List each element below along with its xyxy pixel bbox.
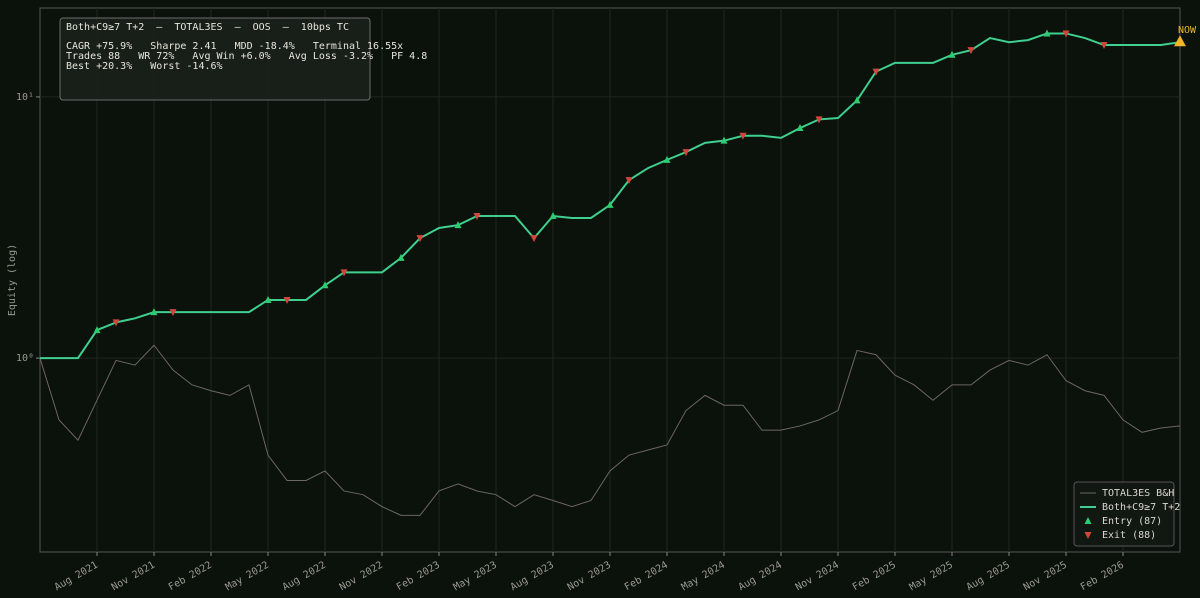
trade-marker <box>606 200 614 208</box>
x-tick-label: Nov 2025 <box>1022 560 1069 594</box>
y-tick-label: 10⁰ <box>16 353 34 364</box>
y-tick-label: 10¹ <box>16 92 34 103</box>
x-tick-label: Aug 2024 <box>737 560 784 594</box>
trade-marker <box>682 149 690 157</box>
trade-marker <box>283 296 291 304</box>
trade-marker <box>264 295 272 303</box>
trade-marker <box>739 132 747 140</box>
x-tick-label: Nov 2022 <box>338 560 385 594</box>
x-tick-label: Aug 2021 <box>53 560 100 594</box>
trade-marker <box>150 308 158 316</box>
trade-marker <box>93 326 101 334</box>
trade-marker <box>1043 29 1051 37</box>
legend-swatch <box>1084 532 1092 539</box>
trade-marker <box>796 124 804 132</box>
x-tick-label: May 2024 <box>680 560 727 594</box>
x-tick-label: Feb 2026 <box>1079 560 1126 594</box>
info-line: Both+C9≥7 T+2 — TOTAL3ES — OOS — 10bps T… <box>66 22 349 33</box>
info-box: Both+C9≥7 T+2 — TOTAL3ES — OOS — 10bps T… <box>59 17 427 101</box>
trade-marker <box>720 136 728 144</box>
now-marker <box>1174 35 1186 47</box>
x-tick-label: Feb 2023 <box>395 560 442 594</box>
x-tick-label: May 2022 <box>224 560 271 594</box>
info-line: CAGR +75.9% Sharpe 2.41 MDD -18.4% Termi… <box>66 41 403 52</box>
trade-marker <box>321 281 329 289</box>
x-tick-label: Nov 2023 <box>566 560 613 594</box>
trade-marker <box>625 177 633 185</box>
trade-marker <box>872 68 880 76</box>
legend-swatch <box>1084 517 1092 524</box>
x-tick-label: May 2023 <box>452 560 499 594</box>
legend-label: Exit (88) <box>1102 530 1156 541</box>
trade-marker <box>454 221 462 229</box>
trade-marker <box>948 50 956 58</box>
legend-background <box>1073 481 1175 547</box>
y-axis-label: Equity (log) <box>7 244 18 316</box>
info-line: Trades 88 WR 72% Avg Win +6.0% Avg Loss … <box>66 51 427 62</box>
x-tick-label: Feb 2024 <box>623 560 670 594</box>
trade-marker <box>397 253 405 261</box>
trade-marker <box>663 155 671 163</box>
x-tick-label: Nov 2021 <box>110 560 157 594</box>
x-tick-label: Feb 2025 <box>851 560 898 594</box>
trade-marker <box>340 269 348 277</box>
info-background <box>59 17 371 101</box>
trade-marker <box>112 319 120 327</box>
legend-label: Both+C9≥7 T+2 <box>1102 502 1180 513</box>
trade-marker <box>1062 30 1070 38</box>
x-tick-label: Aug 2023 <box>509 560 556 594</box>
trade-marker <box>530 235 538 243</box>
trade-marker <box>1100 42 1108 50</box>
info-line: Best +20.3% Worst -14.6% <box>66 61 223 72</box>
x-tick-label: Aug 2025 <box>965 560 1012 594</box>
trade-marker <box>815 116 823 124</box>
trade-marker <box>169 309 177 317</box>
trade-marker <box>473 213 481 221</box>
trade-marker <box>549 212 557 220</box>
x-tick-label: Feb 2022 <box>167 560 214 594</box>
series-line <box>39 344 1181 516</box>
legend-label: Entry (87) <box>1102 516 1162 527</box>
x-tick-label: Nov 2024 <box>794 560 841 594</box>
trade-marker <box>416 235 424 243</box>
annotation: NOW <box>1178 25 1197 36</box>
legend-label: TOTAL3ES B&H <box>1102 488 1174 499</box>
trade-marker <box>853 96 861 104</box>
legend: TOTAL3ES B&H Both+C9≥7 T+2 Entry (87) Exit … <box>1073 481 1180 547</box>
x-tick-label: Aug 2022 <box>281 560 328 594</box>
x-tick-label: May 2025 <box>908 560 955 594</box>
trade-marker <box>967 47 975 55</box>
